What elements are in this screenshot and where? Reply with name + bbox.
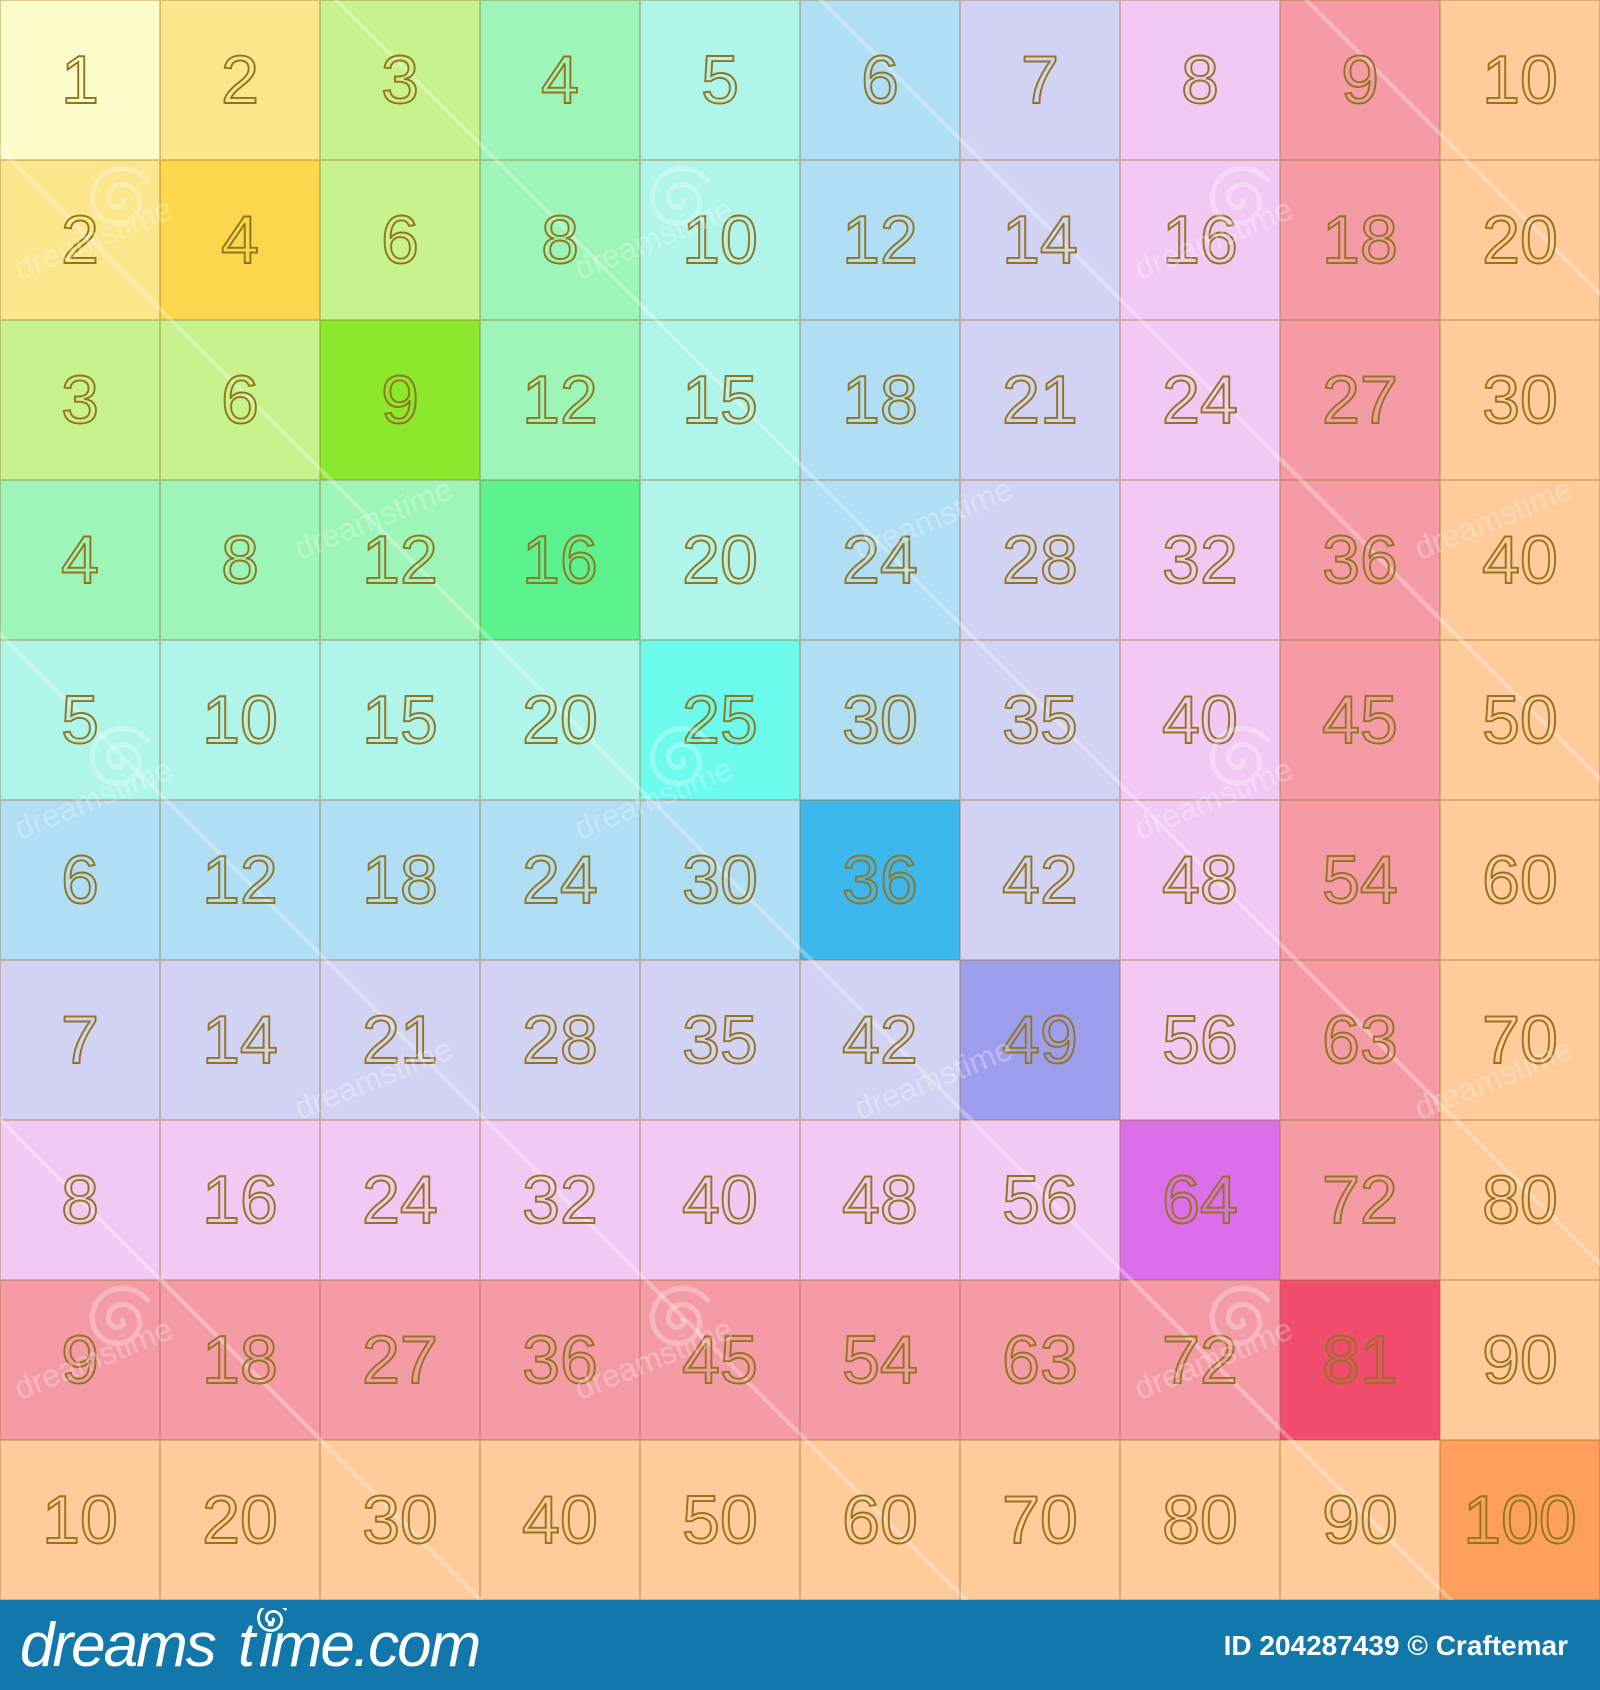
svg-text:dreams: dreams <box>20 1611 216 1680</box>
svg-text:t: t <box>238 1611 258 1680</box>
svg-text:ime.com: ime.com <box>259 1611 479 1680</box>
